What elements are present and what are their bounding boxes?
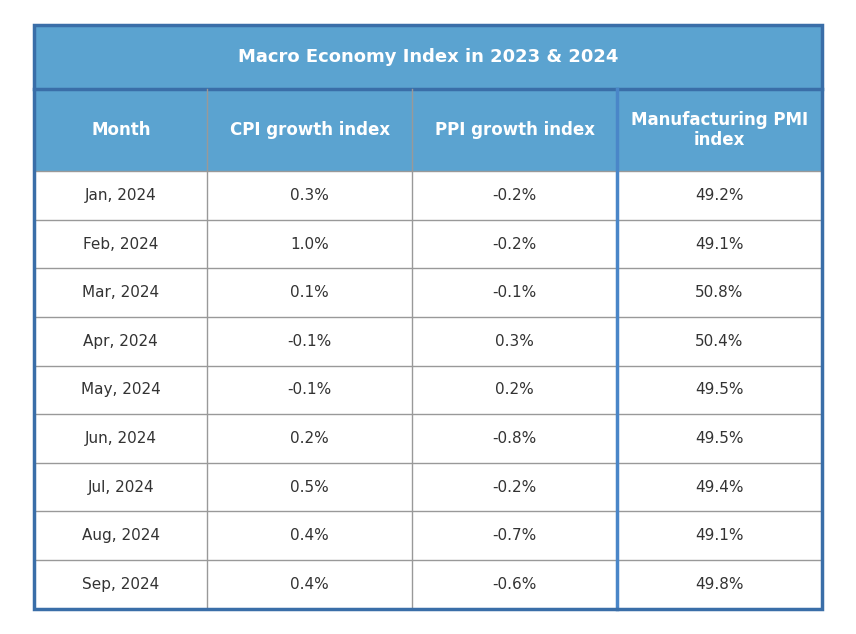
Text: 0.4%: 0.4% (290, 577, 330, 592)
Bar (34, 25, 822, 89)
Text: Manufacturing PMI
index: Manufacturing PMI index (631, 110, 808, 150)
Bar (207, 414, 413, 463)
Bar (413, 463, 617, 512)
Text: 0.2%: 0.2% (290, 431, 330, 446)
Bar (413, 220, 617, 268)
Bar (207, 366, 413, 414)
Text: 49.5%: 49.5% (695, 431, 744, 446)
Bar (34, 414, 207, 463)
Text: -0.1%: -0.1% (492, 285, 537, 300)
Text: 49.2%: 49.2% (695, 188, 744, 203)
Text: -0.8%: -0.8% (492, 431, 537, 446)
Text: 50.4%: 50.4% (695, 334, 744, 349)
Text: 49.1%: 49.1% (695, 528, 744, 543)
Bar (34, 89, 207, 171)
Text: -0.2%: -0.2% (492, 236, 537, 252)
Bar (413, 268, 617, 317)
Bar (617, 463, 822, 512)
Bar (207, 220, 413, 268)
Bar (207, 89, 413, 171)
Bar (207, 171, 413, 220)
Bar (207, 463, 413, 512)
Text: -0.7%: -0.7% (492, 528, 537, 543)
Bar (34, 171, 207, 220)
Bar (34, 220, 207, 268)
Bar (617, 317, 822, 366)
Text: -0.2%: -0.2% (492, 480, 537, 495)
Bar (413, 560, 617, 609)
Bar (413, 89, 617, 171)
Text: 49.8%: 49.8% (695, 577, 744, 592)
Text: 0.3%: 0.3% (495, 334, 534, 349)
Text: 0.5%: 0.5% (290, 480, 330, 495)
Text: Jan, 2024: Jan, 2024 (85, 188, 157, 203)
Bar (207, 317, 413, 366)
Text: 0.1%: 0.1% (290, 285, 330, 300)
Text: -0.6%: -0.6% (492, 577, 537, 592)
Text: Aug, 2024: Aug, 2024 (82, 528, 160, 543)
Bar (207, 560, 413, 609)
Text: 0.4%: 0.4% (290, 528, 330, 543)
Bar (34, 512, 207, 560)
Text: Jun, 2024: Jun, 2024 (85, 431, 157, 446)
Bar (413, 366, 617, 414)
Text: Feb, 2024: Feb, 2024 (83, 236, 158, 252)
Bar (617, 512, 822, 560)
Text: 50.8%: 50.8% (695, 285, 744, 300)
Text: Apr, 2024: Apr, 2024 (84, 334, 158, 349)
Text: 49.1%: 49.1% (695, 236, 744, 252)
Bar (617, 268, 822, 317)
Bar (413, 317, 617, 366)
Bar (617, 89, 822, 171)
Text: May, 2024: May, 2024 (81, 382, 161, 398)
Bar (617, 414, 822, 463)
Bar (34, 463, 207, 512)
Text: Mar, 2024: Mar, 2024 (82, 285, 159, 300)
Bar (617, 171, 822, 220)
Text: 0.3%: 0.3% (290, 188, 330, 203)
Bar (617, 560, 822, 609)
Text: 1.0%: 1.0% (290, 236, 330, 252)
Text: 49.5%: 49.5% (695, 382, 744, 398)
Text: CPI growth index: CPI growth index (229, 121, 390, 139)
Bar (34, 268, 207, 317)
Bar (34, 317, 207, 366)
Text: -0.2%: -0.2% (492, 188, 537, 203)
Text: Macro Economy Index in 2023 & 2024: Macro Economy Index in 2023 & 2024 (238, 48, 618, 66)
Text: Jul, 2024: Jul, 2024 (87, 480, 154, 495)
Bar (617, 366, 822, 414)
Bar (617, 220, 822, 268)
Bar (413, 171, 617, 220)
Text: Sep, 2024: Sep, 2024 (82, 577, 159, 592)
Text: PPI growth index: PPI growth index (435, 121, 595, 139)
Bar (207, 268, 413, 317)
Text: 49.4%: 49.4% (695, 480, 744, 495)
Bar (413, 512, 617, 560)
Bar (34, 560, 207, 609)
Text: -0.1%: -0.1% (288, 334, 332, 349)
Text: 0.2%: 0.2% (496, 382, 534, 398)
Bar (34, 366, 207, 414)
Text: Month: Month (91, 121, 151, 139)
Text: -0.1%: -0.1% (288, 382, 332, 398)
Bar (207, 512, 413, 560)
Bar (413, 414, 617, 463)
